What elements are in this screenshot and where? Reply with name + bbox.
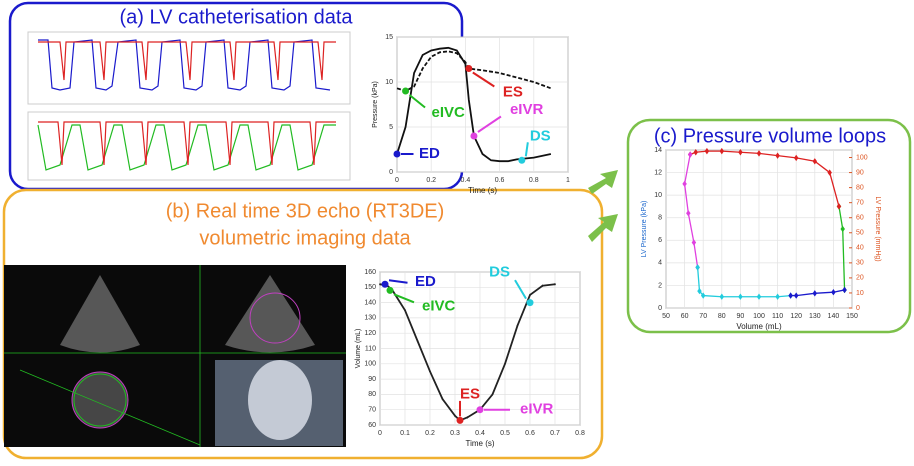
x-tick-label: 0 [395,177,399,184]
y-tick-label: 0 [658,305,662,312]
y-tick-label: 2 [658,282,662,289]
x-tick-label: 130 [809,313,821,320]
catheter-traces [28,32,350,180]
x-tick-label: 0.8 [575,430,585,437]
y2-tick-label: 90 [856,169,864,176]
y-tick-label: 100 [364,361,376,368]
y-tick-label: 60 [368,422,376,429]
annotation-label: DS [530,127,551,144]
x-tick-label: 0 [378,430,382,437]
y2-tick-label: 70 [856,200,864,207]
panel-subtitle: volumetric imaging data [199,227,411,249]
x-tick-label: 60 [681,313,689,320]
y-tick-label: 150 [364,284,376,291]
y-axis-label: Pressure (kPa) [372,81,379,128]
x-tick-label: 150 [846,313,858,320]
annotation-label: ES [503,83,523,100]
x-axis-label: Time (s) [465,439,494,448]
panel-title: (a) LV catheterisation data [119,6,353,28]
y2-tick-label: 60 [856,215,864,222]
x-tick-label: 0.6 [495,177,505,184]
annotation-label: DS [489,264,510,281]
y-tick-label: 10 [654,192,662,199]
annotation-label: eIVR [520,401,554,418]
y2-axis-label: LV Pressure (mmHg) [874,196,881,261]
y-tick-label: 70 [368,407,376,414]
y-tick-label: 5 [389,124,393,131]
x-tick-label: 1 [566,177,570,184]
x-tick-label: 0.6 [525,430,535,437]
x-tick-label: 110 [772,313,783,320]
annotation-point [518,157,525,164]
x-tick-label: 0.8 [529,177,539,184]
x-tick-label: 0.7 [550,430,560,437]
annotation-point [527,299,534,306]
x-tick-label: 0.2 [425,430,435,437]
y-tick-label: 80 [368,391,376,398]
echo-images [4,265,346,447]
x-tick-label: 140 [828,313,840,320]
annotation-label: eIVR [510,101,544,118]
x-tick-label: 120 [790,313,802,320]
y-tick-label: 15 [385,34,393,41]
y2-tick-label: 50 [856,230,864,237]
annotation-point [382,281,389,288]
y2-tick-label: 0 [856,305,860,312]
annotation-label: ED [419,145,440,162]
annotation-label: eIVC [432,104,466,121]
y-tick-label: 6 [658,237,662,244]
x-tick-label: 50 [662,313,670,320]
annotation-point [402,88,409,95]
y-tick-label: 0 [389,169,393,176]
y2-tick-label: 40 [856,245,864,252]
y-axis-label: Volume (mL) [355,329,362,369]
y2-tick-label: 80 [856,184,864,191]
x-tick-label: 70 [699,313,707,320]
y-tick-label: 12 [654,169,662,176]
y2-tick-label: 30 [856,260,864,267]
x-tick-label: 90 [737,313,745,320]
y-tick-label: 140 [364,299,376,306]
arrow [588,170,618,194]
x-tick-label: 100 [753,313,765,320]
x-axis-label: Time (s) [468,186,497,195]
x-axis-label: Volume (mL) [736,322,782,331]
x-tick-label: 0.4 [461,177,471,184]
x-tick-label: 80 [718,313,726,320]
annotation-point [477,406,484,413]
panel-title: (c) Pressure volume loops [654,125,886,147]
y-tick-label: 14 [654,147,662,154]
y2-tick-label: 20 [856,275,864,282]
x-tick-label: 0.1 [400,430,410,437]
y-tick-label: 10 [385,79,393,86]
y-tick-label: 8 [658,215,662,222]
annotation-point [470,133,477,140]
y-axis-label: LV Pressure (kPa) [641,201,648,258]
panel-title: (b) Real time 3D echo (RT3DE) [166,200,445,222]
x-tick-label: 0.3 [450,430,460,437]
annotation-point [387,287,394,294]
y-tick-label: 160 [364,269,376,276]
annotation-point [457,417,464,424]
y-tick-label: 4 [658,260,662,267]
y2-tick-label: 10 [856,290,864,297]
annotation-point [394,151,401,158]
annotation-label: ES [460,385,480,402]
annotation-label: eIVC [422,297,456,314]
y-tick-label: 130 [364,315,376,322]
x-tick-label: 0.4 [475,430,485,437]
y-tick-label: 120 [364,330,376,337]
y-tick-label: 90 [368,376,376,383]
y2-tick-label: 100 [856,154,868,161]
x-tick-label: 0.5 [500,430,510,437]
annotation-label: ED [415,273,436,290]
annotation-point [465,65,472,72]
x-tick-label: 0.2 [426,177,436,184]
figure: (a) LV catheterisation data (b) Real tim… [0,0,914,461]
y-tick-label: 110 [365,345,376,352]
